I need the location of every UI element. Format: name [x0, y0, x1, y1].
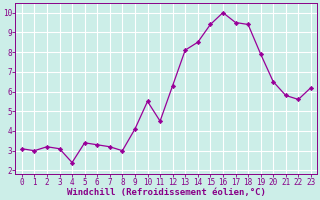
X-axis label: Windchill (Refroidissement éolien,°C): Windchill (Refroidissement éolien,°C) [67, 188, 266, 197]
